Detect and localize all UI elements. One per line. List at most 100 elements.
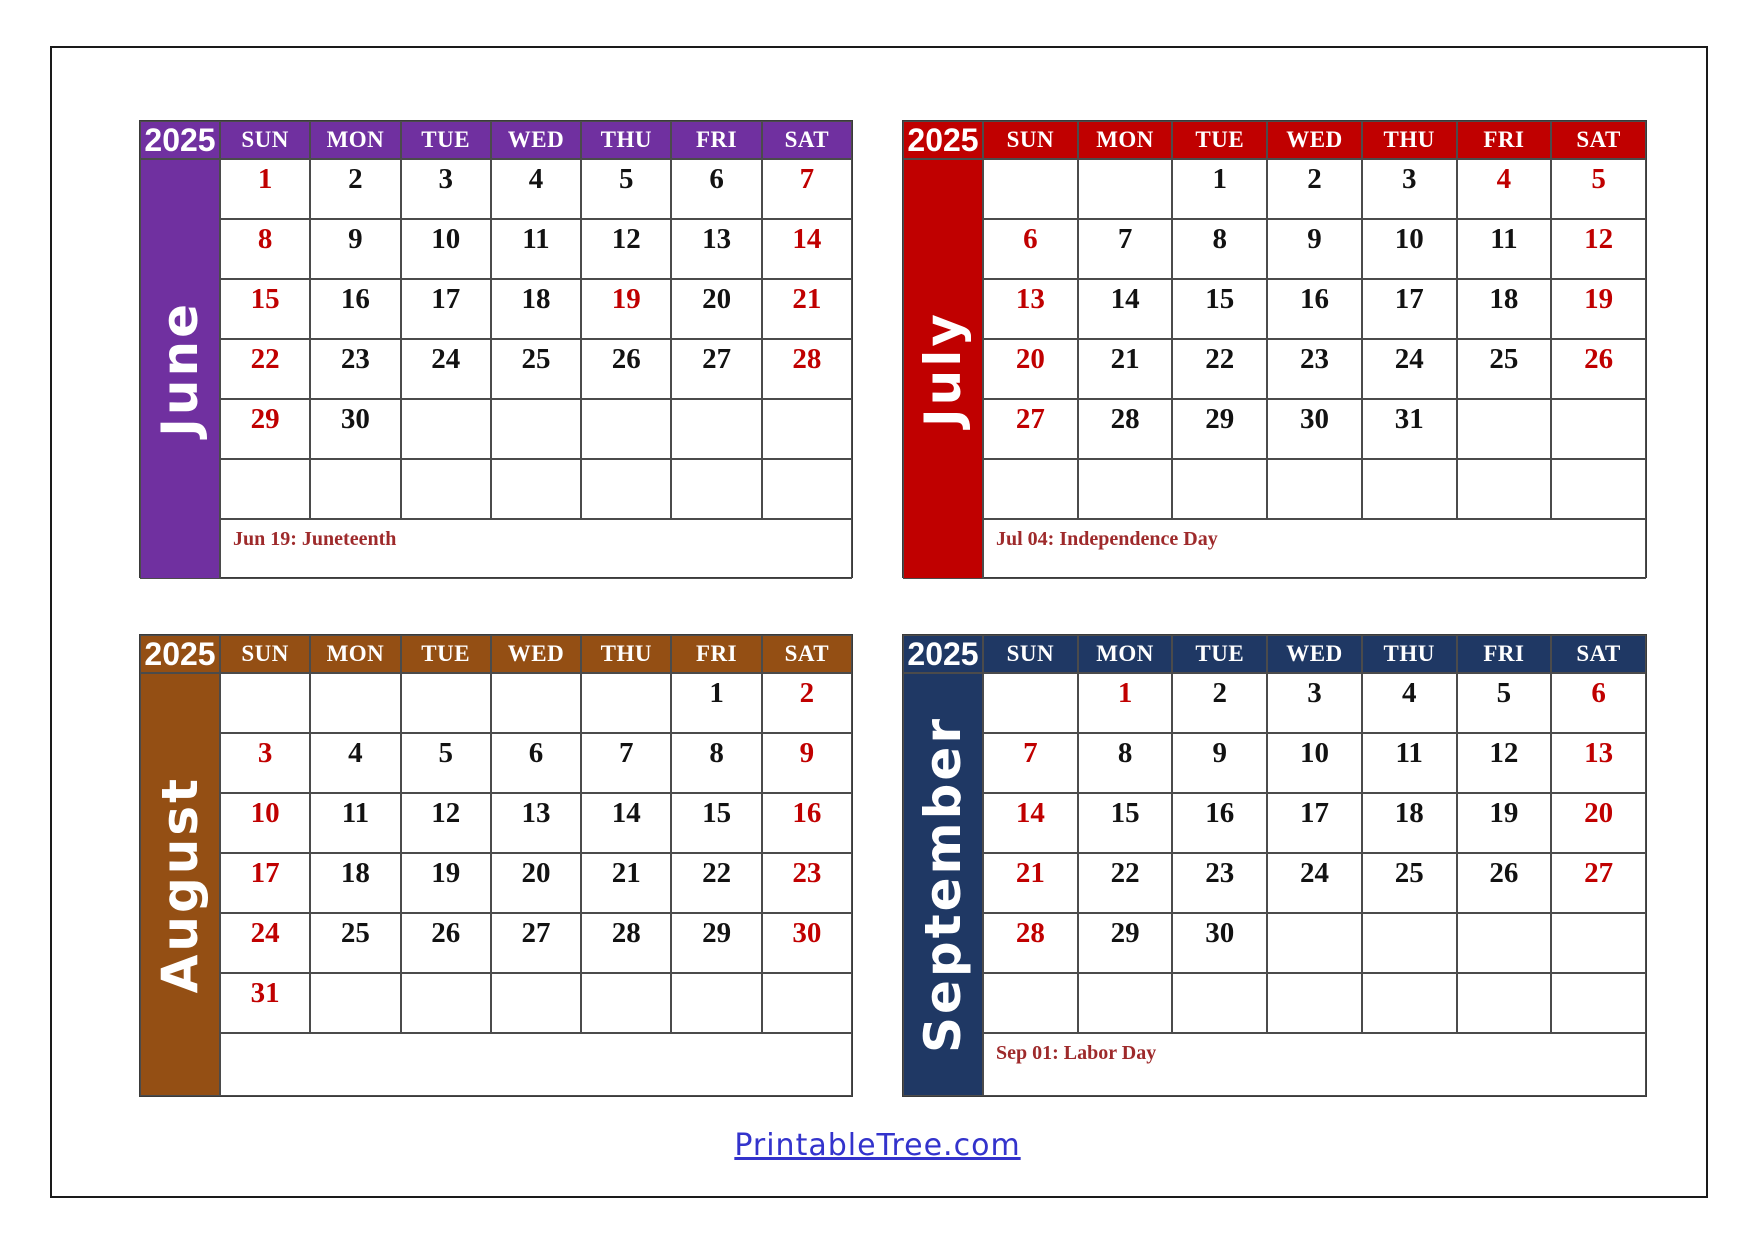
date-cell-empty (1551, 399, 1646, 459)
date-cell: 24 (220, 913, 311, 973)
day-header-fri: FRI (671, 121, 762, 159)
date-cell: 31 (220, 973, 311, 1033)
date-cell: 19 (1551, 279, 1646, 339)
date-cell-empty (1456, 399, 1552, 459)
date-cell: 5 (1456, 673, 1552, 733)
date-cell: 4 (310, 733, 401, 793)
date-cell-empty (761, 973, 852, 1033)
date-cell: 20 (490, 853, 582, 913)
date-cell: 11 (490, 219, 582, 279)
date-cell: 27 (490, 913, 582, 973)
date-cell-empty (1456, 973, 1552, 1033)
date-cell: 14 (581, 793, 672, 853)
date-cell: 27 (983, 399, 1078, 459)
holiday-note: Sep 01: Labor Day (983, 1033, 1646, 1096)
date-cell-empty (220, 673, 311, 733)
date-cell: 13 (983, 279, 1078, 339)
footer-link[interactable]: PrintableTree.com (734, 1128, 1021, 1163)
year-label: 2025 (140, 121, 220, 159)
date-cell: 6 (983, 219, 1078, 279)
date-cell: 10 (220, 793, 311, 853)
date-cell: 12 (1456, 733, 1552, 793)
date-cell-empty (1267, 973, 1362, 1033)
date-cell: 2 (1267, 159, 1362, 219)
calendar-september: 2025 SUN MON TUE WED THU FRI SAT September 1 2 3 4 5 6… (902, 634, 1647, 1097)
date-cell: 2 (1172, 673, 1268, 733)
date-cell-empty (400, 673, 491, 733)
date-cell: 2 (761, 673, 852, 733)
date-cell: 25 (490, 339, 582, 399)
month-sidebar: August (140, 673, 220, 1096)
date-cell: 1 (1077, 673, 1173, 733)
month-label: July (914, 311, 972, 427)
date-cell: 17 (400, 279, 491, 339)
date-cell: 14 (983, 793, 1078, 853)
date-cell: 3 (220, 733, 311, 793)
date-cell-empty (1172, 459, 1268, 519)
date-cell: 22 (671, 853, 762, 913)
date-cell: 13 (490, 793, 582, 853)
date-cell: 17 (220, 853, 311, 913)
date-cell-empty (1361, 973, 1457, 1033)
date-cell: 14 (761, 219, 852, 279)
month-sidebar: July (903, 159, 983, 579)
date-cell: 11 (310, 793, 401, 853)
day-header-sun: SUN (220, 121, 311, 159)
date-cell-empty (400, 973, 491, 1033)
date-cell: 25 (310, 913, 401, 973)
day-header-tue: TUE (1172, 121, 1268, 159)
date-cell: 31 (1361, 399, 1457, 459)
date-cell: 17 (1361, 279, 1457, 339)
date-cell-empty (761, 459, 852, 519)
date-cell: 4 (1361, 673, 1457, 733)
day-header-wed: WED (1267, 121, 1362, 159)
date-cell: 19 (1456, 793, 1552, 853)
date-cell: 10 (1361, 219, 1457, 279)
date-cell: 15 (671, 793, 762, 853)
date-cell-empty (983, 673, 1078, 733)
date-cell: 30 (310, 399, 401, 459)
date-cell-empty (1551, 459, 1646, 519)
date-cell-empty (983, 459, 1078, 519)
date-cell: 21 (761, 279, 852, 339)
day-header-wed: WED (1267, 635, 1362, 673)
date-cell: 1 (1172, 159, 1268, 219)
day-header-sat: SAT (1551, 121, 1646, 159)
day-header-thu: THU (1361, 121, 1457, 159)
date-cell-empty (400, 459, 491, 519)
calendar-june: 2025 SUN MON TUE WED THU FRI SAT June 1 2 3 4 5 6 7 8 9 10… (139, 120, 853, 579)
date-cell-empty (671, 459, 762, 519)
date-cell: 5 (581, 159, 672, 219)
page-border-frame (50, 46, 1708, 1198)
date-cell-empty (490, 459, 582, 519)
date-cell: 25 (1456, 339, 1552, 399)
holiday-note: Jun 19: Juneteenth (220, 519, 852, 579)
date-cell: 12 (400, 793, 491, 853)
date-cell-empty (1551, 973, 1646, 1033)
date-cell-empty (1361, 913, 1457, 973)
day-header-mon: MON (1077, 121, 1173, 159)
date-cell: 3 (400, 159, 491, 219)
date-cell: 3 (1361, 159, 1457, 219)
date-cell-empty (1267, 459, 1362, 519)
date-cell: 21 (1077, 339, 1173, 399)
date-cell: 21 (983, 853, 1078, 913)
date-cell: 29 (671, 913, 762, 973)
date-cell-empty (1172, 973, 1268, 1033)
year-label: 2025 (903, 121, 983, 159)
day-header-sun: SUN (983, 635, 1078, 673)
date-cell-empty (1077, 973, 1173, 1033)
date-cell: 18 (310, 853, 401, 913)
date-cell: 18 (490, 279, 582, 339)
date-cell: 23 (310, 339, 401, 399)
date-cell: 19 (581, 279, 672, 339)
date-cell: 9 (761, 733, 852, 793)
date-cell: 23 (1172, 853, 1268, 913)
day-header-fri: FRI (671, 635, 762, 673)
date-cell: 23 (761, 853, 852, 913)
date-cell: 29 (220, 399, 311, 459)
date-cell: 7 (761, 159, 852, 219)
calendar-july: 2025 SUN MON TUE WED THU FRI SAT July 1 2 3 4 5 6 7 8 9 10… (902, 120, 1647, 579)
date-cell: 28 (1077, 399, 1173, 459)
date-cell-empty (1267, 913, 1362, 973)
